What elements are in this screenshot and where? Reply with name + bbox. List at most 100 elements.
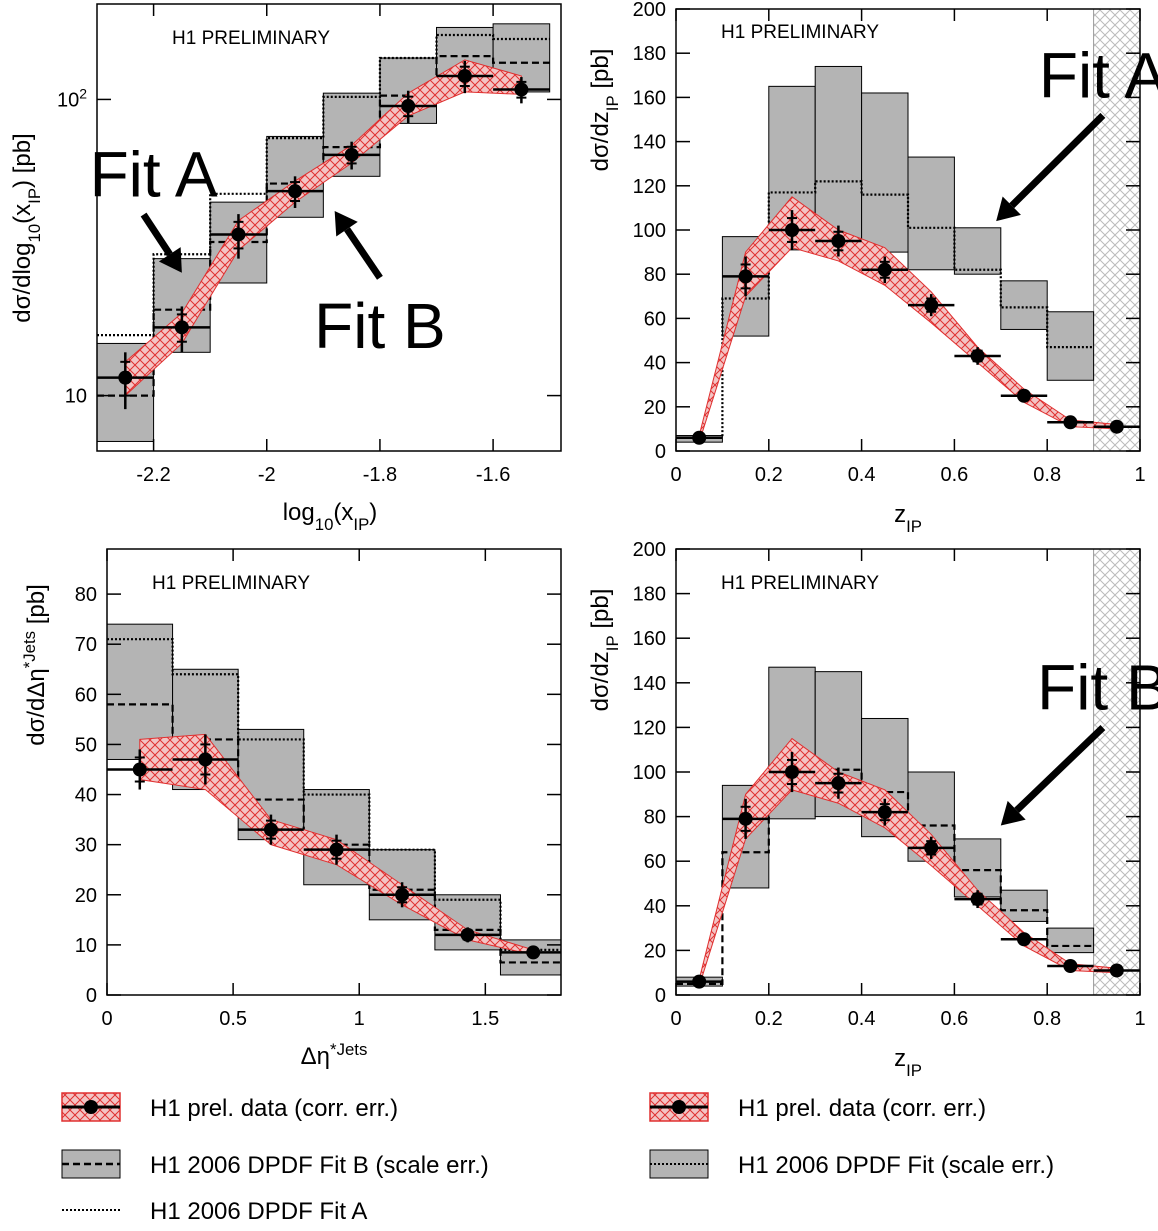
scale-error-box [1000, 280, 1048, 330]
y-axis-title: dσ/dzIP [pb] [587, 589, 622, 712]
legend-label-fit-a: H1 2006 DPDF Fit A [150, 1198, 367, 1225]
plot-frame [106, 548, 562, 996]
data-point [231, 227, 246, 242]
data-point [785, 223, 799, 237]
data-point [344, 147, 359, 162]
data-point [329, 842, 344, 857]
data-point [198, 752, 213, 767]
plot-frame [96, 3, 562, 452]
preliminary-label: H1 PRELIMINARY [721, 573, 879, 594]
legend-key-fit-scale [649, 1149, 709, 1179]
y-tick-label: 40 [644, 896, 666, 918]
annotation-arrow-head [158, 247, 182, 273]
preliminary-label: H1 PRELIMINARY [721, 22, 879, 43]
x-tick-label: 1 [1134, 464, 1145, 486]
legend-left: H1 prel. data (corr. err.) H1 2006 DPDF … [61, 1092, 489, 1225]
y-tick-label: 50 [75, 734, 97, 756]
x-tick-label: 0 [101, 1008, 112, 1030]
annotation-arrow-head [1000, 800, 1026, 826]
x-tick-label: -2.2 [136, 464, 170, 486]
data-point [924, 840, 939, 855]
data-point [118, 370, 133, 385]
data-point [785, 765, 799, 779]
data-point [526, 945, 541, 960]
y-tick-label: 180 [633, 43, 666, 65]
legend-key-data [61, 1092, 121, 1122]
y-tick-label: 60 [75, 684, 97, 706]
x-tick-label: 0.2 [755, 464, 783, 486]
scale-error-box [907, 156, 955, 271]
y-tick-label: 70 [75, 634, 97, 656]
panel-zip-fit-a: 0 0.2 0.4 0.6 0.8 1 0 20 40 60 80 100 120 140 160 180 20… [587, 0, 1158, 536]
x-tick-label: 0.6 [940, 1008, 968, 1030]
annotation-arrow-shaft [1009, 112, 1106, 209]
plot-area [107, 623, 561, 976]
data-point [970, 348, 985, 363]
data-point [460, 927, 475, 942]
y-tick-label: 200 [633, 539, 666, 561]
y-tick-label: 20 [644, 940, 666, 962]
y-tick-label: 160 [633, 628, 666, 650]
y-tick-label: 120 [633, 176, 666, 198]
y-tick-label: 0 [655, 985, 666, 1007]
y-tick-label: 0 [655, 441, 666, 463]
preliminary-label: H1 PRELIMINARY [172, 28, 330, 49]
preliminary-label: H1 PRELIMINARY [152, 573, 310, 594]
y-tick-label: 120 [633, 717, 666, 739]
fit-annotation: Fit A [90, 139, 218, 211]
panel-delta-eta-jets: 0 0.5 1 1.5 0 10 20 30 40 50 60 70 80 H1 PRELIMINARY Δ… [20, 548, 562, 1071]
data-point [1017, 388, 1031, 403]
y-tick-label: 60 [644, 308, 666, 330]
data-point [831, 776, 846, 791]
annotation-arrow-shaft [1014, 725, 1106, 813]
x-tick-label: 0 [670, 464, 681, 486]
legend-label-data: H1 prel. data (corr. err.) [150, 1095, 398, 1122]
x-tick-label: -1.6 [476, 464, 510, 486]
annotation-arrow-head [334, 211, 358, 237]
y-tick-label: 100 [633, 762, 666, 784]
y-tick-label: 100 [633, 220, 666, 242]
data-point [395, 887, 410, 902]
data-point [514, 82, 529, 97]
data-point [877, 262, 892, 277]
y-tick-label: 20 [644, 397, 666, 419]
data-point [692, 430, 707, 445]
panel-log-xip: -2.2 -2 -1.8 -1.6 10 102 H1 PRELIMINARY log10(x… [9, 3, 562, 534]
scale-error-box [107, 623, 174, 760]
fit-a-dotted-line [676, 180, 1094, 439]
data-point [738, 811, 753, 826]
y-tick-label: 80 [75, 584, 97, 606]
data-point [132, 762, 147, 777]
data-point [877, 805, 892, 820]
data-point [1063, 959, 1078, 974]
x-tick-label: 1 [1134, 1008, 1145, 1030]
y-tick-label: 140 [633, 132, 666, 154]
data-point [288, 184, 303, 199]
scale-error-box [953, 227, 1002, 275]
x-tick-label: 1.5 [471, 1008, 499, 1030]
x-tick-label: 0 [670, 1008, 681, 1030]
legend-label-fit-scale: H1 2006 DPDF Fit (scale err.) [738, 1152, 1054, 1179]
data-point [1109, 419, 1124, 434]
data-point [263, 822, 278, 837]
data-point [1017, 932, 1031, 947]
x-axis-title: Δη*Jets [301, 1040, 368, 1071]
x-tick-label: 0.4 [848, 1008, 876, 1030]
scale-error-box [1046, 927, 1095, 954]
y-tick-label: 0 [86, 985, 97, 1007]
x-tick-label: 0.8 [1033, 464, 1061, 486]
legend-label-fit-b: H1 2006 DPDF Fit B (scale err.) [150, 1152, 489, 1179]
data-point [1109, 963, 1124, 978]
fit-annotation: Fit B [314, 290, 446, 362]
y-axis-title: dσ/dzIP [pb] [587, 49, 622, 172]
scale-error-box [1000, 889, 1048, 922]
scale-error-box [861, 92, 909, 253]
fit-a-dotted-line [97, 33, 550, 337]
y-axis-title: dσ/dΔη*Jets [pb] [20, 584, 51, 746]
fit-annotation: Fit A [1039, 39, 1158, 111]
x-tick-label: 0.4 [848, 464, 876, 486]
data-point [1063, 415, 1078, 430]
x-axis-title: zIP [894, 1045, 922, 1080]
y-tick-label: 30 [75, 835, 97, 857]
data-point [970, 892, 985, 907]
